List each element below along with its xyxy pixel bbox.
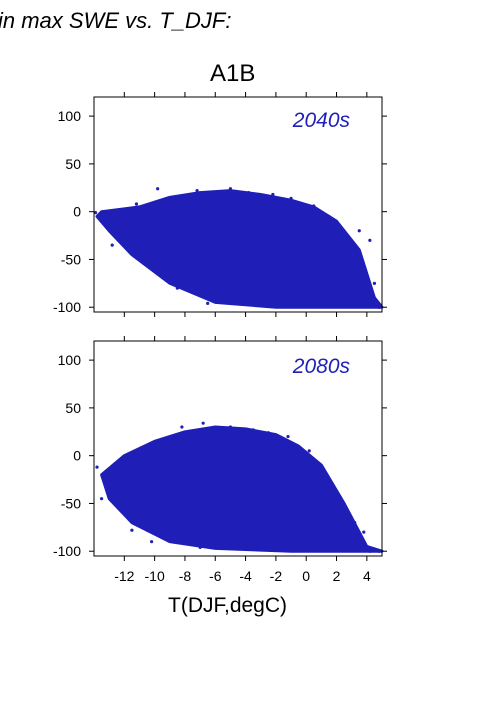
data-point <box>368 549 372 553</box>
data-point <box>342 506 346 510</box>
y-tick-label: 50 <box>65 156 81 172</box>
y-tick-label: 50 <box>65 400 81 416</box>
data-point <box>251 428 255 432</box>
data-point <box>228 425 233 429</box>
data-point <box>271 192 275 197</box>
data-point <box>113 492 117 496</box>
data-point <box>247 190 251 195</box>
period-label: 2040s <box>292 109 351 132</box>
x-tick-label: -8 <box>179 568 192 584</box>
data-point <box>347 248 351 252</box>
data-point <box>150 540 154 544</box>
data-point <box>198 545 202 550</box>
data-point <box>327 214 331 219</box>
x-tick-label: -4 <box>239 568 252 584</box>
data-point <box>99 497 104 501</box>
data-point <box>353 520 357 525</box>
x-tick-label: -12 <box>114 568 134 584</box>
x-axis-label: T(DJF,degC) <box>168 594 288 617</box>
x-tick-label: 4 <box>363 568 371 584</box>
y-tick-label: 0 <box>73 448 81 464</box>
data-point <box>334 492 339 496</box>
data-point <box>368 238 372 242</box>
data-point <box>377 549 381 553</box>
data-point <box>362 530 366 534</box>
data-point <box>307 449 311 453</box>
data-point <box>363 296 367 300</box>
y-tick-label: -100 <box>53 299 81 315</box>
data-point <box>372 281 377 285</box>
y-tick-label: 100 <box>58 108 82 124</box>
data-point <box>93 211 98 215</box>
x-tick-label: -2 <box>270 568 283 584</box>
data-point <box>134 202 139 206</box>
data-point <box>353 262 357 266</box>
data-point <box>153 442 157 446</box>
data-point <box>180 425 184 429</box>
y-tick-label: -50 <box>61 251 81 267</box>
x-tick-label: -6 <box>209 568 222 584</box>
point-cloud-2080s <box>100 425 384 553</box>
data-point <box>324 482 328 486</box>
data-point <box>201 421 205 425</box>
data-point <box>107 219 111 223</box>
data-point <box>357 229 361 233</box>
data-point <box>286 434 290 439</box>
plot-frame <box>93 96 383 313</box>
data-point <box>95 465 99 469</box>
data-point <box>145 262 149 266</box>
data-point <box>175 286 179 290</box>
figure-header: in max SWE vs. T_DJF: <box>0 8 232 33</box>
scenario-title: A1B <box>210 60 256 87</box>
period-label: 2080s <box>292 355 351 378</box>
y-tick-label: -50 <box>61 495 81 511</box>
data-point <box>206 301 210 305</box>
data-point <box>228 187 233 191</box>
data-point <box>266 431 270 435</box>
data-point <box>130 528 134 532</box>
x-tick-label: -10 <box>145 568 165 584</box>
y-tick-label: -100 <box>53 543 81 559</box>
point-cloud-2040s <box>95 189 384 309</box>
data-point <box>119 458 123 463</box>
data-point <box>377 305 381 309</box>
x-tick-label: 2 <box>333 568 341 584</box>
y-tick-label: 0 <box>73 204 81 220</box>
data-point <box>337 233 342 238</box>
data-point <box>195 189 199 193</box>
data-point <box>122 229 126 233</box>
data-point <box>312 204 316 208</box>
plot-frame <box>93 340 383 557</box>
data-point <box>110 243 114 247</box>
data-point <box>289 196 293 200</box>
data-point <box>156 187 160 191</box>
x-tick-label: 0 <box>302 568 310 584</box>
y-tick-label: 100 <box>58 352 82 368</box>
